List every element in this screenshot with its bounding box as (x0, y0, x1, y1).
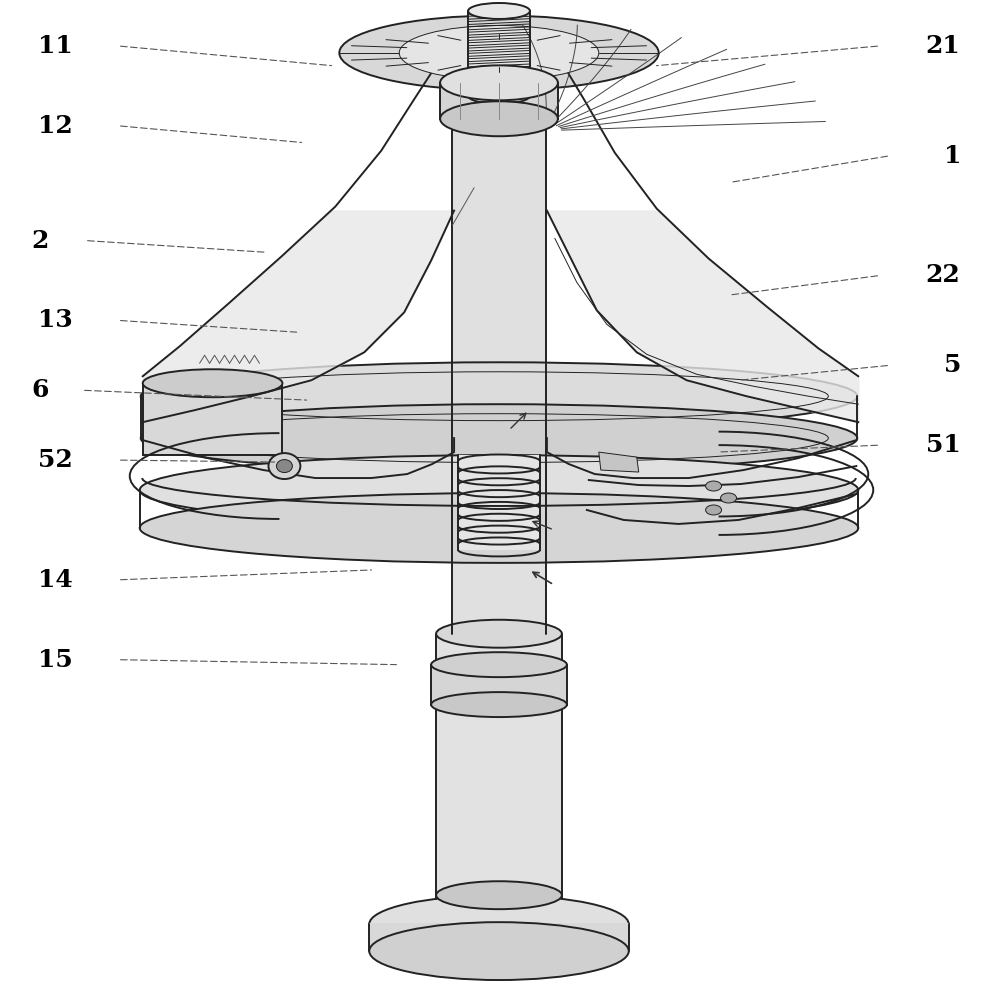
Text: 21: 21 (926, 34, 960, 58)
Bar (440, 83, 558, 119)
Bar (458, 455, 540, 550)
Text: 1: 1 (944, 144, 962, 168)
Ellipse shape (369, 895, 629, 953)
Ellipse shape (721, 493, 737, 503)
Ellipse shape (141, 404, 857, 472)
Ellipse shape (468, 88, 530, 104)
Text: 51: 51 (926, 433, 960, 457)
Text: 2: 2 (31, 229, 49, 253)
Ellipse shape (140, 493, 858, 563)
Text: 6: 6 (31, 378, 49, 402)
Polygon shape (599, 452, 639, 472)
Text: 14: 14 (38, 568, 72, 592)
Ellipse shape (440, 101, 558, 136)
Text: 5: 5 (944, 353, 962, 377)
Text: 15: 15 (38, 648, 72, 672)
Ellipse shape (141, 362, 857, 430)
Ellipse shape (706, 481, 722, 491)
Ellipse shape (436, 620, 562, 648)
Text: 52: 52 (38, 448, 72, 472)
Ellipse shape (431, 652, 567, 677)
Ellipse shape (399, 25, 599, 80)
Ellipse shape (706, 505, 722, 515)
Ellipse shape (431, 692, 567, 717)
Ellipse shape (468, 3, 530, 19)
Ellipse shape (440, 65, 558, 100)
Ellipse shape (436, 881, 562, 909)
Ellipse shape (268, 453, 300, 479)
Bar (468, 11, 530, 96)
Ellipse shape (339, 15, 659, 90)
Text: 12: 12 (38, 114, 72, 138)
Text: 13: 13 (38, 308, 72, 332)
Bar (436, 634, 562, 895)
Bar (369, 923, 629, 951)
Ellipse shape (143, 369, 282, 397)
Ellipse shape (276, 460, 292, 473)
Bar (431, 665, 567, 705)
Ellipse shape (140, 455, 858, 525)
Text: 11: 11 (38, 34, 72, 58)
Bar (143, 383, 282, 455)
Ellipse shape (369, 922, 629, 980)
Bar (452, 96, 546, 634)
Text: 22: 22 (926, 263, 960, 287)
